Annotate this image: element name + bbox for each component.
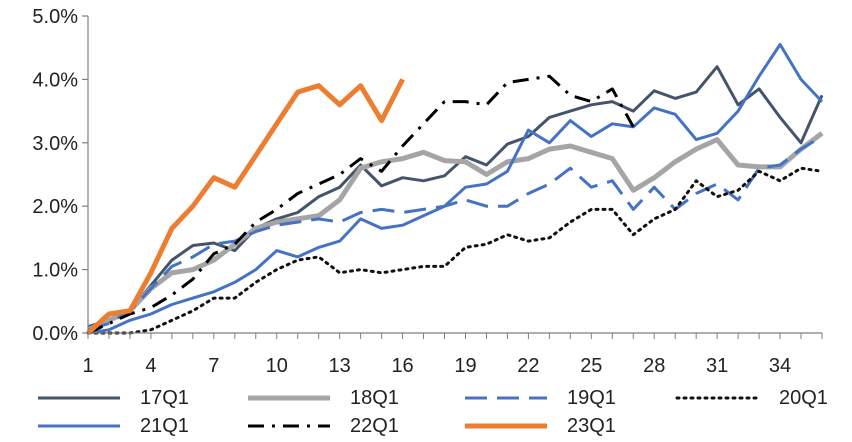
series-line-19Q1 — [87, 135, 823, 332]
x-tick-label: 7 — [208, 355, 219, 377]
y-axis-tick-labels: 0.0% 1.0% 2.0% 3.0% 4.0% 5.0% — [32, 6, 78, 345]
series-line-17Q1 — [87, 65, 824, 329]
series-line-21Q1 — [87, 43, 824, 335]
series-lines — [86, 43, 824, 335]
x-tick-label: 31 — [706, 355, 728, 377]
legend-label-22Q1: 22Q1 — [350, 415, 399, 437]
legend-label-17Q1: 17Q1 — [140, 387, 189, 409]
y-tick-label: 1.0% — [32, 260, 78, 282]
x-tick-label: 10 — [266, 355, 288, 377]
x-tick-label: 13 — [329, 355, 351, 377]
y-tick-label: 4.0% — [32, 69, 78, 91]
x-tick-label: 34 — [769, 355, 791, 377]
legend: 17Q1 18Q1 19Q1 20Q1 21Q1 22Q1 23Q1 — [38, 387, 828, 437]
series-line-18Q1 — [86, 131, 824, 333]
y-tick-label: 0.0% — [32, 323, 78, 345]
y-tick-label: 5.0% — [32, 6, 78, 28]
y-tick-label: 2.0% — [32, 196, 78, 218]
x-tick-label: 22 — [517, 355, 539, 377]
series-line-23Q1 — [86, 78, 405, 335]
x-tick-label: 28 — [643, 355, 665, 377]
legend-label-23Q1: 23Q1 — [567, 415, 616, 437]
x-tick-label: 16 — [391, 355, 413, 377]
series-line-22Q1 — [87, 74, 635, 335]
x-tick-label: 4 — [145, 355, 156, 377]
legend-label-18Q1: 18Q1 — [350, 387, 399, 409]
axes — [82, 15, 823, 339]
x-tick-label: 1 — [82, 355, 93, 377]
series-line-20Q1 — [86, 166, 824, 335]
legend-label-20Q1: 20Q1 — [779, 387, 828, 409]
y-tick-label: 3.0% — [32, 133, 78, 155]
x-axis-tick-labels: 1 4 7 10 13 16 19 22 25 28 31 34 — [82, 355, 791, 377]
legend-label-19Q1: 19Q1 — [567, 387, 616, 409]
x-tick-label: 19 — [454, 355, 476, 377]
legend-label-21Q1: 21Q1 — [140, 415, 189, 437]
x-tick-label: 25 — [580, 355, 602, 377]
